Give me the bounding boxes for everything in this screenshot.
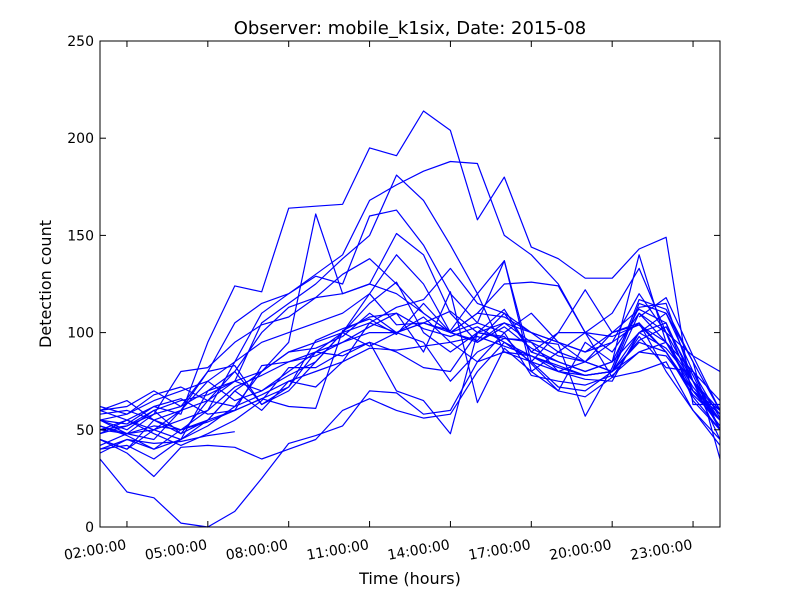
series-line-14 <box>99 322 721 446</box>
y-tick-label: 250 <box>67 34 94 50</box>
series-line-13 <box>99 322 721 478</box>
series-line-18 <box>99 283 721 446</box>
series-line-3 <box>99 174 721 431</box>
series-lines <box>99 110 721 528</box>
series-line-12 <box>99 332 721 528</box>
series-line-22 <box>99 267 721 425</box>
series-line-20 <box>99 254 721 441</box>
y-tick-label: 150 <box>67 228 94 244</box>
y-tick-label: 0 <box>85 520 94 536</box>
series-line-6 <box>99 254 721 435</box>
series-line-4 <box>99 209 721 450</box>
y-axis-label: Detection count <box>36 220 55 348</box>
y-axis: 0 50 100 150 200 250 <box>67 34 720 536</box>
y-tick-label: 100 <box>67 326 94 342</box>
series-line-19 <box>99 281 721 431</box>
series-line-24 <box>99 431 235 450</box>
series-line-17 <box>99 293 721 450</box>
series-line-25 <box>638 297 721 373</box>
series-line-23 <box>99 310 721 435</box>
series-line-7 <box>99 281 721 435</box>
plot-frame <box>99 40 721 528</box>
series-line-11 <box>99 335 721 454</box>
chart-title: Observer: mobile_k1six, Date: 2015-08 <box>234 18 586 39</box>
y-tick-label: 50 <box>76 423 94 439</box>
y-tick-label: 200 <box>67 131 94 147</box>
series-line-21 <box>99 299 721 460</box>
x-axis-label: Time (hours) <box>358 569 461 588</box>
series-line-1 <box>99 110 720 421</box>
